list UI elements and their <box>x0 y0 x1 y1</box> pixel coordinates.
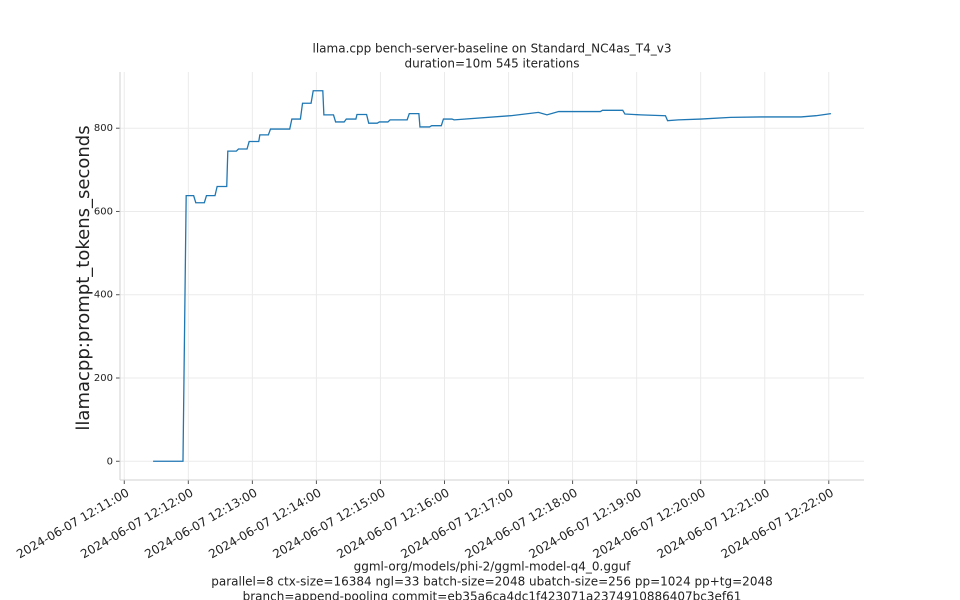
y-tick-label: 400 <box>94 290 113 301</box>
x-tick-label: 2024-06-07 12:11:00 <box>14 486 131 562</box>
x-axis-label: branch=append-pooling commit=eb35a6ca4dc… <box>243 590 742 600</box>
x-tick-label: 2024-06-07 12:20:00 <box>591 486 708 562</box>
x-axis-label: ggml-org/models/phi-2/ggml-model-q4_0.gg… <box>354 560 632 574</box>
x-axis-label: parallel=8 ctx-size=16384 ngl=33 batch-s… <box>211 575 772 589</box>
x-tick-label: 2024-06-07 12:14:00 <box>206 486 323 562</box>
line-series <box>153 90 831 462</box>
y-tick-label: 800 <box>94 123 113 134</box>
x-tick-label: 2024-06-07 12:19:00 <box>527 486 644 562</box>
y-tick-label: 600 <box>94 206 113 217</box>
x-tick-label: 2024-06-07 12:21:00 <box>655 486 772 562</box>
y-axis-label: llamacpp:prompt_tokens_seconds <box>73 125 94 430</box>
chart-title: llama.cpp bench-server-baseline on Stand… <box>313 42 672 56</box>
x-tick-label: 2024-06-07 12:15:00 <box>270 486 387 562</box>
y-tick-label: 0 <box>107 456 113 467</box>
x-tick-label: 2024-06-07 12:16:00 <box>334 486 451 562</box>
x-tick-label: 2024-06-07 12:22:00 <box>719 486 836 562</box>
x-tick-label: 2024-06-07 12:12:00 <box>78 486 195 562</box>
x-tick-label: 2024-06-07 12:17:00 <box>398 486 515 562</box>
chart-subtitle: duration=10m 545 iterations <box>405 57 580 71</box>
y-tick-label: 200 <box>94 373 113 384</box>
x-tick-label: 2024-06-07 12:13:00 <box>142 486 259 562</box>
x-tick-label: 2024-06-07 12:18:00 <box>462 486 579 562</box>
